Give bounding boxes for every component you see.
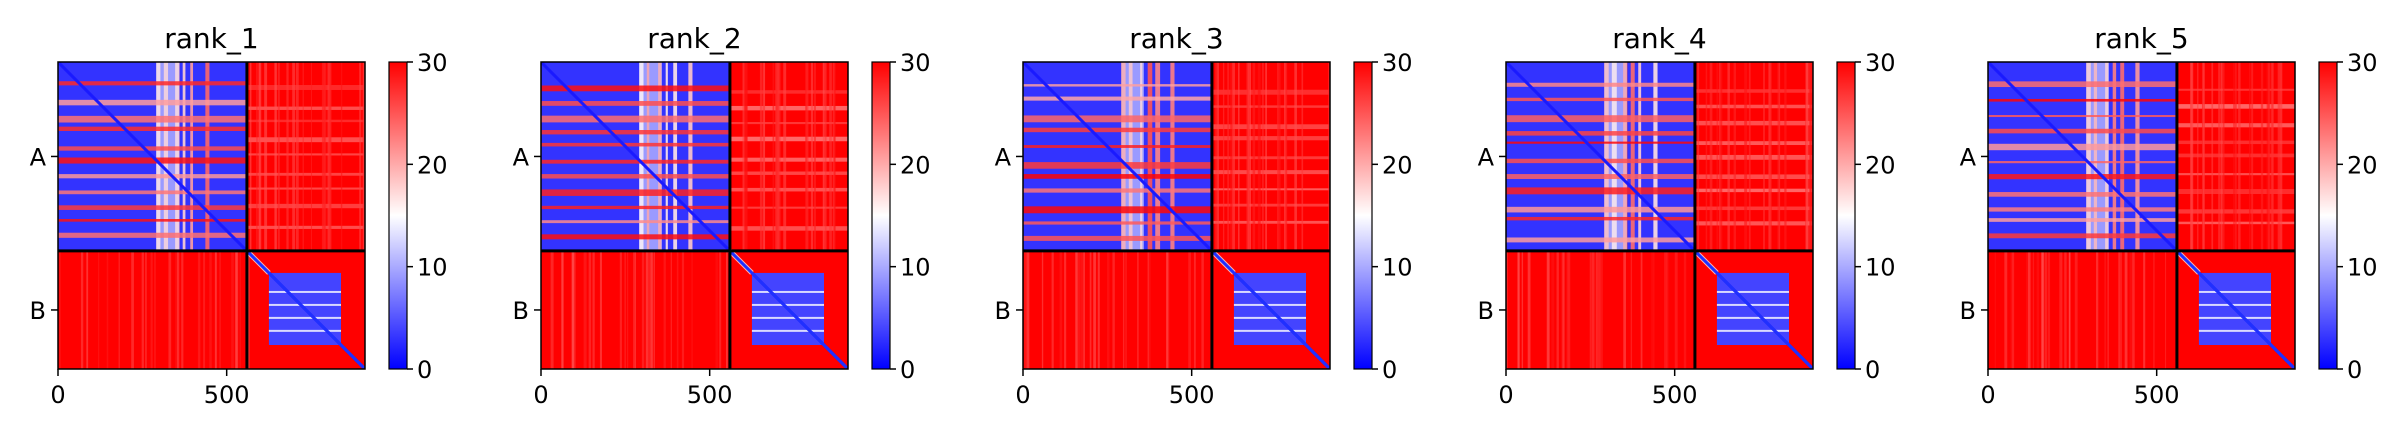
y-tick-label: A	[1960, 143, 1977, 171]
colorbar-tick-label: 10	[1865, 254, 1896, 282]
colorbar: 0 10 20 30	[1836, 49, 1896, 384]
axes-frame	[540, 61, 849, 370]
colorbar-gradient	[388, 61, 408, 370]
colorbar-tick-label: 20	[417, 151, 448, 179]
colorbar-tick-label: 0	[1865, 356, 1880, 384]
x-tick-label: 0	[1498, 381, 1513, 409]
y-tick-label: A	[513, 143, 530, 171]
colorbar-tick-label: 30	[1382, 49, 1413, 77]
colorbar-tick-label: 0	[417, 356, 432, 384]
panel-title: rank_5	[2094, 22, 2188, 55]
x-tick-label: 500	[204, 381, 250, 409]
colorbar: 0 10 20 30	[388, 49, 448, 384]
colorbar-tick-label: 0	[1382, 356, 1397, 384]
colorbar-gradient	[1353, 61, 1373, 370]
panel-title: rank_4	[1612, 22, 1706, 55]
colorbar: 0 10 20 30	[871, 49, 931, 384]
colorbar: 0 10 20 30	[1353, 49, 1413, 384]
panel-5: rank_5 0 500 A B 0 10 20 30	[1960, 22, 2378, 409]
colorbar-tick-label: 20	[1382, 151, 1413, 179]
colorbar-tick-label: 20	[900, 151, 931, 179]
axes-frame	[1022, 61, 1331, 370]
axes-frame	[1505, 61, 1814, 370]
colorbar-tick-label: 10	[417, 254, 448, 282]
y-tick-label: B	[513, 297, 529, 325]
colorbar-tick-label: 10	[1382, 254, 1413, 282]
y-tick-label: B	[1960, 297, 1976, 325]
x-tick-label: 500	[2134, 381, 2180, 409]
colorbar-tick-label: 20	[1865, 151, 1896, 179]
panel-3: rank_3 0 500 A B 0 10 20 30	[995, 22, 1413, 409]
x-tick-label: 0	[50, 381, 65, 409]
heatmap	[1023, 62, 1330, 369]
y-tick-label: B	[30, 297, 46, 325]
colorbar-gradient	[2318, 61, 2338, 370]
axes-frame	[1987, 61, 2296, 370]
colorbar-tick-label: 20	[2347, 151, 2378, 179]
colorbar-gradient	[1836, 61, 1856, 370]
y-tick-label: A	[995, 143, 1012, 171]
colorbar-tick-label: 0	[900, 356, 915, 384]
y-tick-label: A	[30, 143, 47, 171]
heatmap	[58, 62, 365, 369]
y-tick-label: A	[1478, 143, 1495, 171]
panel-4: rank_4 0 500 A B 0 10 20 30	[1478, 22, 1896, 409]
panel-2: rank_2 0 500 A B 0 10 20 30	[513, 22, 931, 409]
colorbar-tick-label: 0	[2347, 356, 2362, 384]
panel-title: rank_1	[164, 22, 258, 55]
colorbar: 0 10 20 30	[2318, 49, 2378, 384]
colorbar-tick-label: 30	[900, 49, 931, 77]
panel-1: rank_1 0 500 A B 0 10 20 30	[30, 22, 448, 409]
y-tick-label: B	[1478, 297, 1494, 325]
axes-frame	[57, 61, 366, 370]
heatmap	[1988, 62, 2295, 369]
panel-title: rank_3	[1129, 22, 1223, 55]
colorbar-tick-label: 30	[1865, 49, 1896, 77]
x-tick-label: 500	[1652, 381, 1698, 409]
panel-title: rank_2	[647, 22, 741, 55]
y-tick-label: B	[995, 297, 1011, 325]
heatmap	[1506, 62, 1813, 369]
x-tick-label: 0	[1015, 381, 1030, 409]
x-tick-label: 0	[533, 381, 548, 409]
x-tick-label: 0	[1980, 381, 1995, 409]
colorbar-tick-label: 10	[900, 254, 931, 282]
heatmap	[541, 62, 848, 369]
x-tick-label: 500	[1169, 381, 1215, 409]
colorbar-tick-label: 30	[2347, 49, 2378, 77]
colorbar-gradient	[871, 61, 891, 370]
colorbar-tick-label: 30	[417, 49, 448, 77]
colorbar-tick-label: 10	[2347, 254, 2378, 282]
x-tick-label: 500	[687, 381, 733, 409]
